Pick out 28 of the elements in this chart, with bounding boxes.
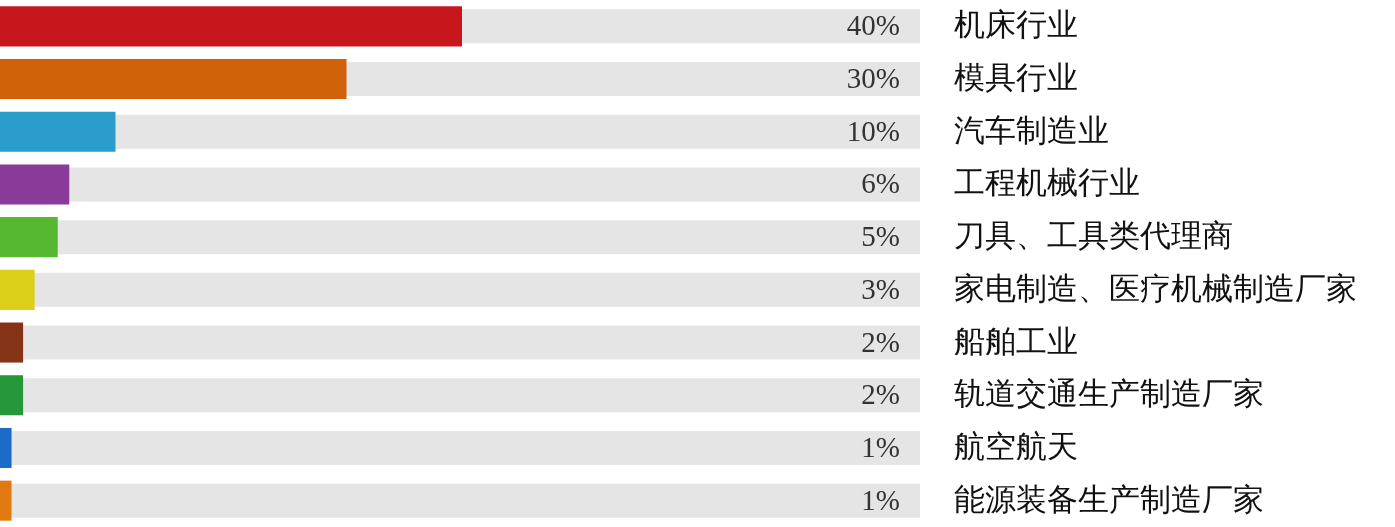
data-label: 6% [861, 167, 900, 200]
y-tick-label: 能源装备生产制造厂家 [953, 481, 1264, 517]
y-tick-label: 模具行业 [953, 60, 1078, 96]
data-label: 10% [846, 114, 900, 147]
data-label: 40% [846, 9, 900, 42]
data-label: 2% [861, 325, 900, 358]
data-label: 3% [861, 272, 900, 305]
bar [0, 217, 58, 258]
y-tick-label: 机床行业 [953, 7, 1078, 43]
bar [0, 480, 12, 521]
bar [0, 322, 24, 363]
data-label: 30% [846, 62, 900, 95]
y-tick-label: 刀具、工具类代理商 [953, 218, 1233, 254]
y-tick-label: 航空航天 [953, 428, 1078, 464]
y-tick-label: 工程机械行业 [953, 165, 1140, 201]
bar [0, 111, 116, 152]
bar [0, 427, 12, 468]
y-tick-label: 家电制造、医疗机械制造厂家 [953, 270, 1357, 306]
y-tick-label: 船舶工业 [953, 323, 1078, 359]
data-label: 1% [861, 483, 900, 516]
bar [0, 375, 24, 416]
y-tick-label: 汽车制造业 [953, 112, 1109, 148]
bar [0, 164, 70, 205]
data-label: 1% [861, 430, 900, 463]
y-tick-label: 轨道交通生产制造厂家 [953, 376, 1264, 412]
bar [0, 269, 35, 310]
data-label: 5% [861, 220, 900, 253]
data-label: 2% [861, 378, 900, 411]
